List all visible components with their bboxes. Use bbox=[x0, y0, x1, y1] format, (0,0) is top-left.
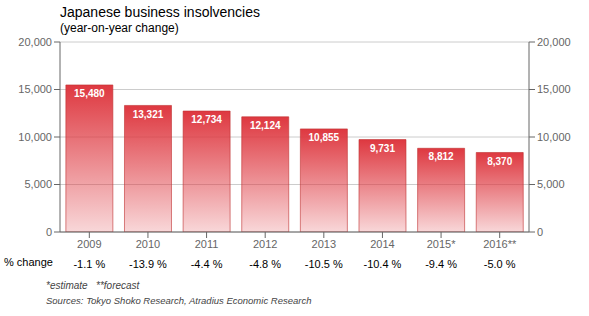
svg-text:8,812: 8,812 bbox=[429, 151, 454, 162]
svg-text:2012: 2012 bbox=[253, 238, 277, 250]
svg-text:2013: 2013 bbox=[312, 238, 336, 250]
svg-text:10,855: 10,855 bbox=[309, 132, 340, 143]
svg-text:9,731: 9,731 bbox=[370, 143, 395, 154]
svg-text:0: 0 bbox=[537, 226, 543, 238]
svg-text:12,734: 12,734 bbox=[191, 114, 222, 125]
svg-text:10,000: 10,000 bbox=[18, 131, 52, 143]
html-text:(year-on-year change): (year-on-year change) bbox=[60, 21, 179, 35]
svg-text:20,000: 20,000 bbox=[537, 36, 571, 48]
svg-text:2015*: 2015* bbox=[427, 238, 456, 250]
svg-text:-4.4 %: -4.4 % bbox=[191, 258, 223, 270]
html-text:Japanese business insolvencies: Japanese business insolvencies bbox=[60, 4, 260, 20]
svg-text:2009: 2009 bbox=[77, 238, 101, 250]
svg-text:5,000: 5,000 bbox=[24, 178, 52, 190]
svg-text:-10.5 %: -10.5 % bbox=[305, 258, 343, 270]
svg-text:-10.4 %: -10.4 % bbox=[363, 258, 401, 270]
svg-text:8,370: 8,370 bbox=[487, 156, 512, 167]
svg-text:5,000: 5,000 bbox=[537, 178, 565, 190]
svg-text:15,000: 15,000 bbox=[537, 83, 571, 95]
svg-text:12,124: 12,124 bbox=[250, 120, 281, 131]
svg-text:15,000: 15,000 bbox=[18, 83, 52, 95]
svg-text:-4.8 %: -4.8 % bbox=[249, 258, 281, 270]
svg-text:10,000: 10,000 bbox=[537, 131, 571, 143]
html-text:*estimate **forecast: *estimate **forecast bbox=[46, 280, 140, 291]
svg-text:2011: 2011 bbox=[195, 238, 219, 250]
svg-text:-13.9 %: -13.9 % bbox=[129, 258, 167, 270]
svg-text:2014: 2014 bbox=[370, 238, 394, 250]
svg-text:13,321: 13,321 bbox=[133, 109, 164, 120]
svg-text:-9.4 %: -9.4 % bbox=[425, 258, 457, 270]
svg-text:2010: 2010 bbox=[136, 238, 160, 250]
svg-text:0: 0 bbox=[46, 226, 52, 238]
svg-text:-5.0 %: -5.0 % bbox=[484, 258, 516, 270]
html-text:% change: % change bbox=[4, 256, 53, 268]
svg-text:-1.1 %: -1.1 % bbox=[73, 258, 105, 270]
svg-text:2016**: 2016** bbox=[483, 238, 517, 250]
svg-text:15,480: 15,480 bbox=[74, 88, 105, 99]
svg-text:20,000: 20,000 bbox=[18, 36, 52, 48]
html-text:Sources: Tokyo Shoko Research,: Sources: Tokyo Shoko Research, Atradius … bbox=[46, 295, 312, 306]
